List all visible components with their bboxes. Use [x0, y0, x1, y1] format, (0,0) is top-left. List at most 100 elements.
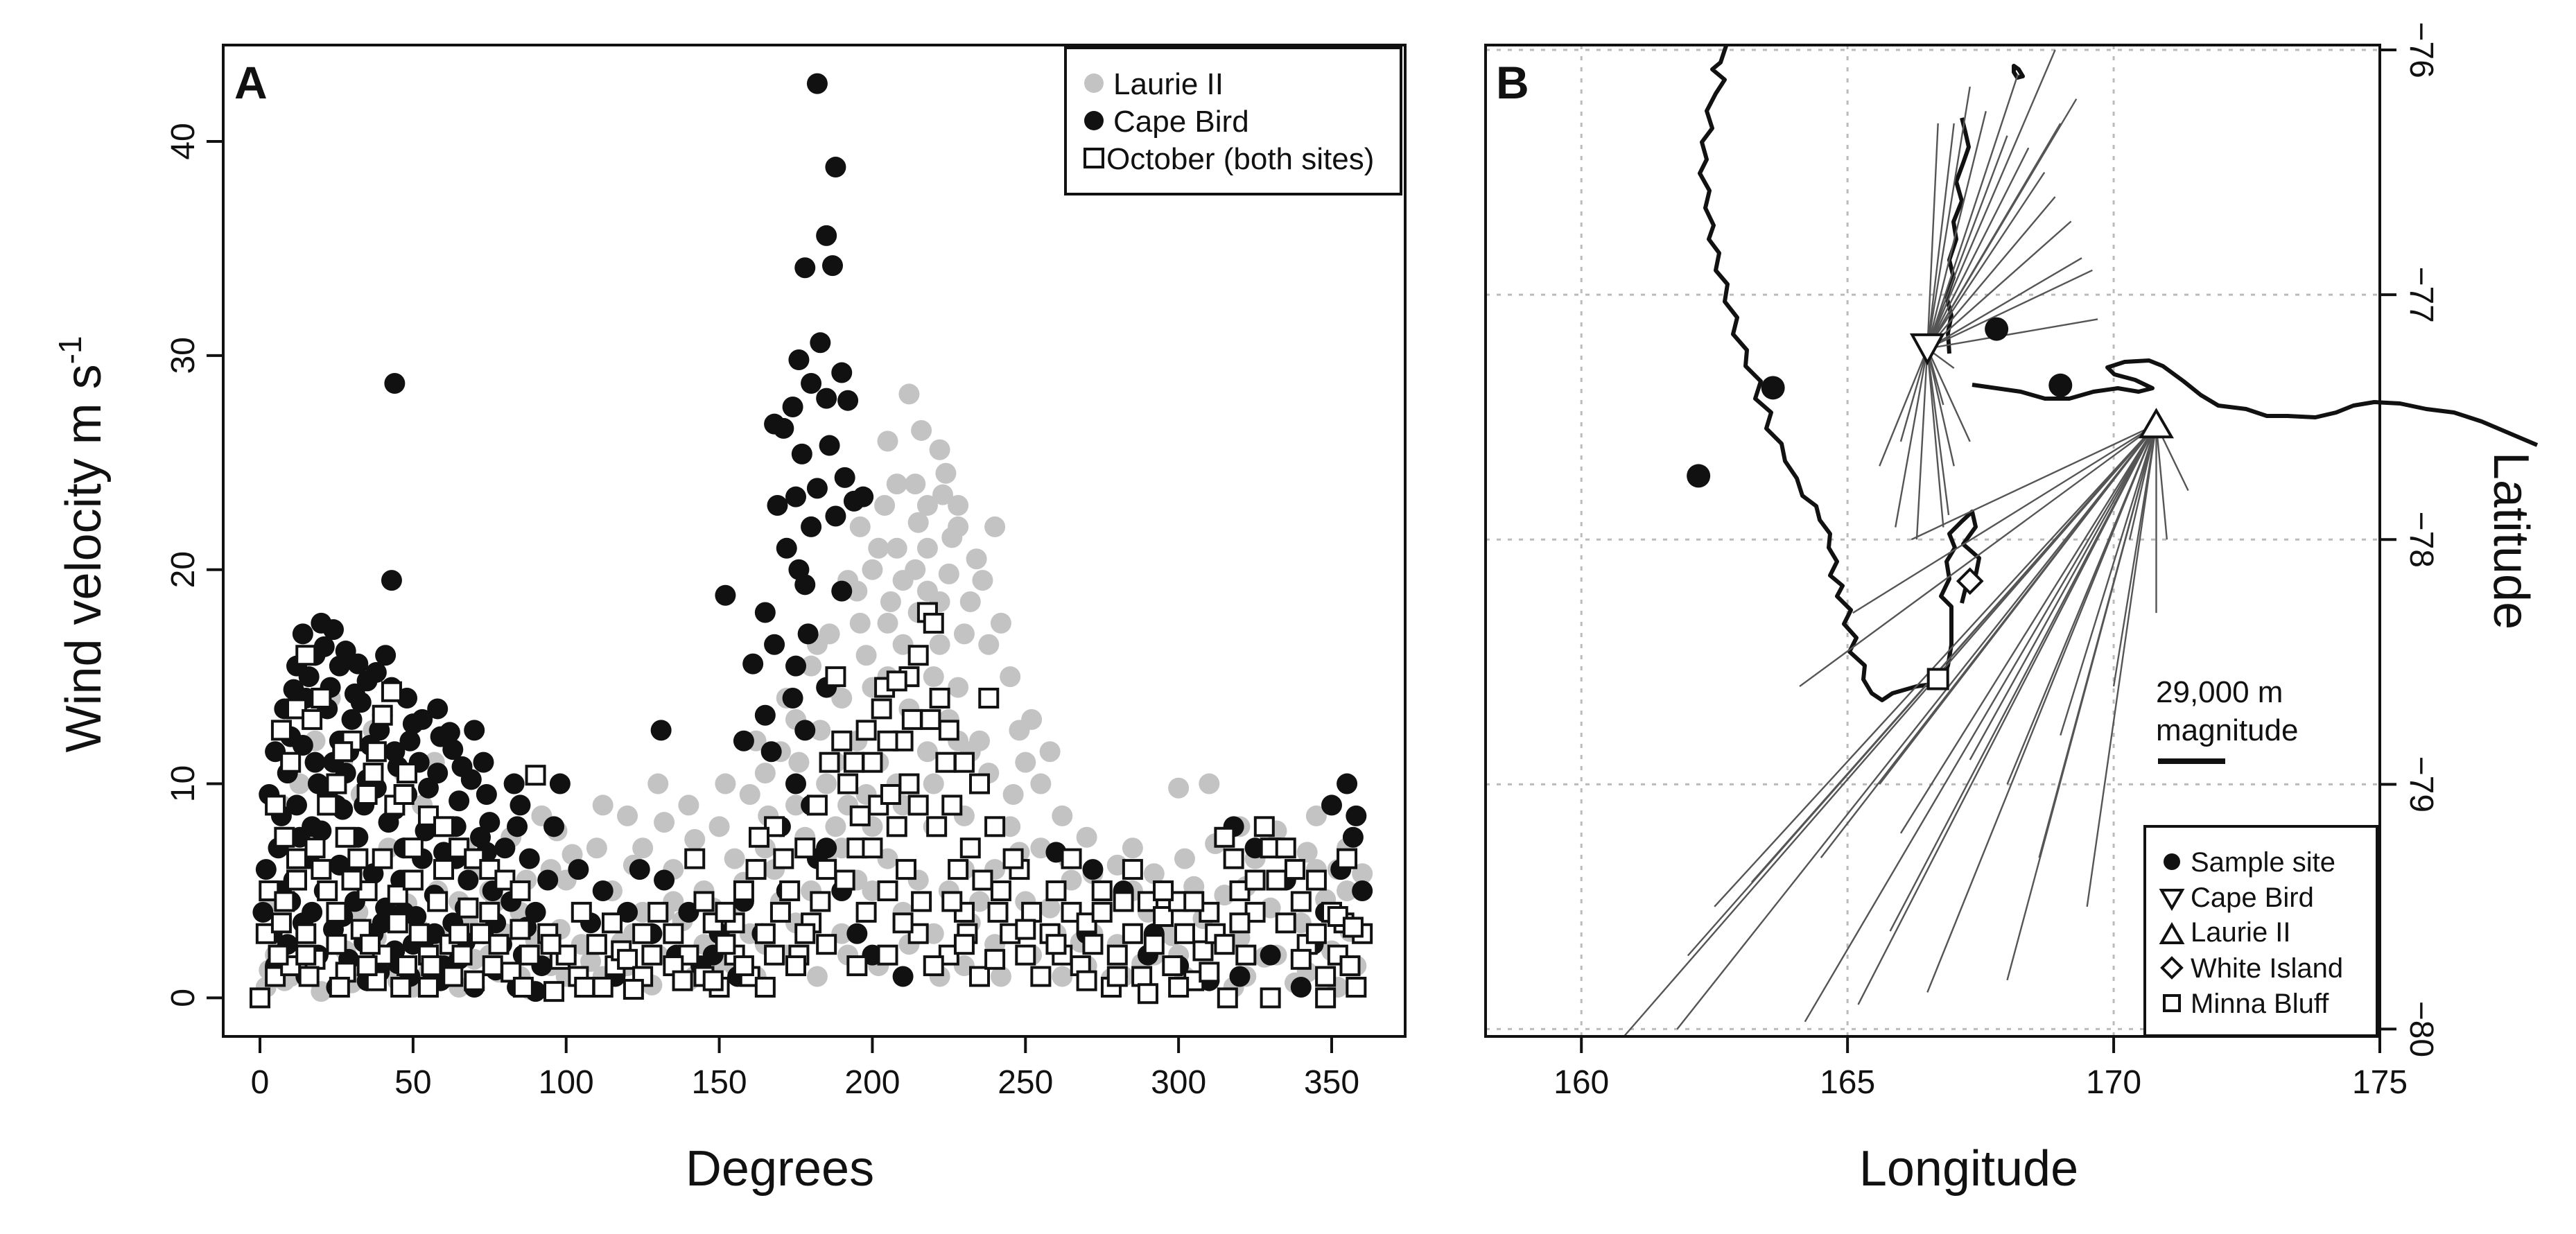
point-laurie-ii [953, 623, 975, 645]
legend-label-white-island: White Island [2191, 953, 2343, 984]
point-laurie-ii [1021, 709, 1043, 730]
y-tick-label: −77 [2403, 266, 2439, 322]
x-tick-label: 150 [692, 1064, 747, 1101]
point-october-both-sites [372, 848, 393, 869]
point-october-both-sites [773, 848, 794, 869]
point-cape-bird [846, 923, 868, 944]
point-october-both-sites [898, 773, 920, 794]
panel-b-y-ticks: −76 −77 −78 −79 −80 [2380, 21, 2439, 1057]
point-cape-bird [479, 812, 501, 833]
point-cape-bird [1321, 794, 1342, 816]
point-october-both-sites [402, 837, 424, 859]
point-cape-bird [442, 739, 464, 761]
y-tick-label: −78 [2403, 512, 2439, 568]
wind-vector-cape-bird [1926, 123, 1939, 349]
point-cape-bird [473, 751, 494, 773]
point-october-both-sites [1061, 848, 1082, 869]
wind-vector-laurie-ii [2155, 424, 2168, 540]
point-cape-bird [503, 773, 525, 794]
y-tick-label: −80 [2403, 1001, 2439, 1057]
point-laurie-ii [1039, 741, 1061, 763]
point-cape-bird [782, 396, 803, 417]
point-october-both-sites [1275, 912, 1296, 934]
point-october-both-sites [959, 837, 981, 859]
point-cape-bird [794, 720, 816, 741]
point-laurie-ii [684, 828, 706, 850]
point-october-both-sites [1275, 837, 1296, 859]
point-cape-bird [822, 255, 844, 277]
point-laurie-ii [1305, 805, 1327, 826]
point-october-both-sites [862, 751, 883, 773]
point-cape-bird [365, 661, 387, 683]
point-cape-bird [341, 709, 363, 730]
point-october-both-sites [948, 859, 969, 880]
point-october-both-sites [926, 816, 948, 837]
point-laurie-ii [1002, 783, 1024, 805]
wind-vector-cape-bird [1927, 318, 2098, 350]
panel-b-legend: Sample site Cape Bird Laurie II White Is… [2143, 825, 2378, 1037]
point-october-both-sites [990, 880, 1011, 901]
point-october-both-sites [1137, 983, 1158, 1005]
point-october-both-sites [745, 859, 767, 880]
point-laurie-ii [1337, 880, 1358, 901]
point-cape-bird [825, 157, 846, 178]
point-october-both-sites [855, 901, 877, 923]
point-october-both-sites [356, 955, 378, 977]
wind-vector-laurie-ii [1889, 424, 2157, 932]
point-laurie-ii [1076, 826, 1097, 848]
x-tick-label: 200 [844, 1064, 900, 1101]
point-laurie-ii [935, 462, 957, 484]
point-laurie-ii [984, 516, 1006, 537]
x-tick-label: 300 [1151, 1064, 1206, 1101]
wind-vector-cape-bird [1926, 86, 1971, 349]
sample-site-marker [2048, 373, 2073, 397]
point-october-both-sites [663, 923, 684, 944]
panel-a-y-ticks: 0 10 20 30 40 [165, 123, 223, 1007]
point-october-both-sites [819, 751, 840, 773]
point-laurie-ii [801, 655, 822, 677]
panel-a-legend: Laurie II Cape Bird October (both sites) [1064, 46, 1402, 195]
wind-vector-laurie-ii [1714, 424, 2157, 907]
point-october-both-sites [1106, 966, 1128, 987]
point-october-both-sites [274, 826, 295, 848]
wind-vector-laurie-ii [1623, 424, 2157, 1037]
point-cape-bird [549, 773, 571, 794]
point-october-both-sites [1106, 944, 1128, 966]
x-tick-label: 160 [1554, 1064, 1609, 1101]
point-cape-bird [773, 417, 794, 439]
wind-vector-laurie-ii [1857, 424, 2157, 1005]
point-laurie-ii [886, 473, 907, 495]
point-october-both-sites [623, 979, 644, 1000]
point-october-both-sites [326, 934, 347, 955]
point-october-both-sites [953, 751, 975, 773]
coastline [1698, 45, 2539, 702]
point-cape-bird [764, 634, 785, 655]
scale-bar-caption: magnitude [2156, 713, 2298, 747]
point-laurie-ii [1296, 842, 1318, 863]
x-tick-label: 175 [2352, 1064, 2408, 1101]
point-cape-bird [797, 623, 819, 645]
point-october-both-sites [754, 923, 776, 944]
panel-b-label: B [1496, 57, 1529, 108]
point-october-both-sites [794, 837, 816, 859]
point-cape-bird [304, 751, 326, 773]
point-october-both-sites [592, 976, 613, 998]
point-october-both-sites [250, 987, 271, 1009]
point-cape-bird [785, 486, 806, 507]
point-october-both-sites [816, 934, 837, 955]
point-october-both-sites [1153, 880, 1174, 901]
point-october-both-sites [1168, 976, 1190, 998]
point-october-both-sites [987, 901, 1009, 923]
point-october-both-sites [907, 794, 929, 816]
point-cape-bird [329, 655, 350, 677]
point-cape-bird [464, 720, 485, 741]
point-laurie-ii [907, 512, 929, 533]
point-laurie-ii [923, 773, 944, 794]
point-october-both-sites [941, 891, 963, 912]
point-october-both-sites [849, 805, 871, 826]
point-october-both-sites [862, 837, 883, 859]
point-october-both-sites [877, 730, 898, 751]
wind-vector-cape-bird [1926, 123, 1955, 349]
point-october-both-sites [298, 966, 320, 987]
point-cape-bird [754, 602, 776, 623]
